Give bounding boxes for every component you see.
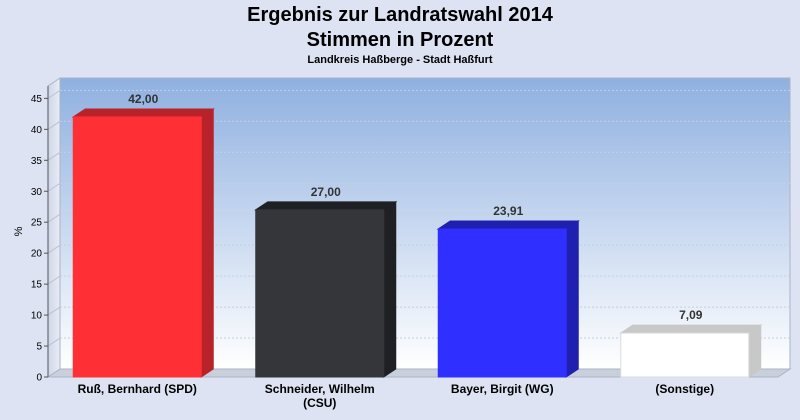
grid-line-wall (47, 89, 61, 99)
grid-line-wall (47, 182, 61, 192)
bar-front (72, 116, 202, 378)
y-tick-label: 5 (36, 342, 42, 353)
bar-4 (619, 324, 763, 378)
x-category-label: (Sonstige) (655, 382, 714, 396)
chart-title: Ergebnis zur Landratswahl 2014 (247, 4, 553, 26)
y-tick-label: 20 (31, 249, 43, 260)
bar-front (620, 332, 750, 378)
x-category-label: Bayer, Birgit (WG) (451, 382, 554, 396)
y-tick-label: 0 (36, 373, 42, 384)
y-tick-label: 30 (31, 187, 43, 198)
chart-title-line-2: Stimmen in Prozent (306, 29, 494, 51)
chart-subtitle: Landkreis Haßberge - Stadt Haßfurt (307, 54, 493, 66)
bar-side (383, 200, 397, 378)
y-tick-label: 25 (31, 218, 43, 229)
grid-line-wall (47, 213, 61, 223)
grid-line-wall (47, 151, 61, 161)
grid-line-wall (47, 244, 61, 254)
y-tick-label: 35 (31, 156, 43, 167)
x-category-label: (CSU) (303, 396, 336, 410)
y-tick-label: 45 (31, 94, 43, 105)
bar-1 (71, 108, 215, 378)
x-category-label: Ruß, Bernhard (SPD) (78, 382, 197, 396)
grid-line-wall (47, 337, 61, 347)
bar-value-label: 23,91 (493, 204, 523, 218)
bar-top (436, 220, 580, 230)
y-tick-label: 10 (31, 311, 43, 322)
bar-front (255, 209, 385, 378)
bar-side (200, 108, 214, 378)
y-tick-label: 15 (31, 280, 43, 291)
bar-side (565, 220, 579, 378)
bar-top (254, 201, 398, 211)
bar-top (619, 324, 763, 334)
bar-value-label: 7,09 (679, 308, 703, 322)
bar-value-label: 42,00 (128, 92, 158, 106)
bar-2 (254, 200, 398, 378)
bar-side (748, 324, 762, 378)
bar-value-label: 27,00 (311, 185, 341, 199)
bar-top (71, 108, 215, 118)
bar-3 (436, 220, 580, 378)
y-axis-label: % (13, 226, 25, 236)
y-tick-label: 40 (31, 125, 43, 136)
bar-front (437, 228, 567, 378)
grid-line-wall (47, 275, 61, 285)
x-category-label: Schneider, Wilhelm (265, 382, 375, 396)
grid-line-wall (47, 306, 61, 316)
grid-line-wall (47, 120, 61, 130)
